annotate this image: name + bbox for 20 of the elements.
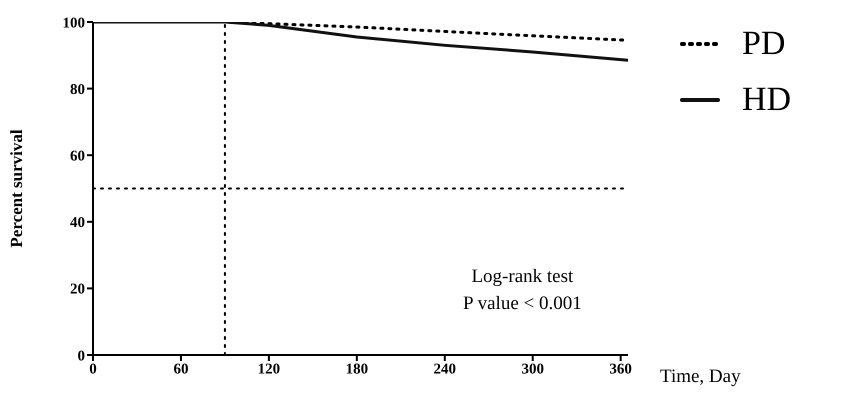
annotation: P value < 0.001: [463, 292, 582, 316]
y-tick-label: 40: [70, 215, 85, 232]
x-axis-title: Time, Day: [660, 366, 741, 388]
y-tick-label: 20: [70, 282, 85, 298]
legend-label: HD: [742, 81, 792, 119]
line-series: [93, 22, 628, 62]
x-tick-label: 180: [346, 362, 368, 378]
x-tick-label: 300: [521, 362, 544, 378]
y-tick-label: 80: [70, 82, 85, 98]
x-tick-label: 0: [89, 362, 97, 378]
x-tick-label: 240: [434, 362, 456, 378]
annotation: Log-rank test: [470, 265, 574, 289]
x-tick-label: 120: [258, 362, 280, 378]
y-axis-title: Percent survival: [7, 129, 26, 248]
x-tick-label: 60: [173, 362, 188, 378]
y-tick-label: 60: [70, 148, 85, 165]
y-tick-label: 100: [62, 15, 85, 32]
y-tick-label: 0: [78, 348, 85, 364]
legend-label: PD: [742, 25, 786, 63]
x-tick-label: 360: [609, 362, 632, 378]
